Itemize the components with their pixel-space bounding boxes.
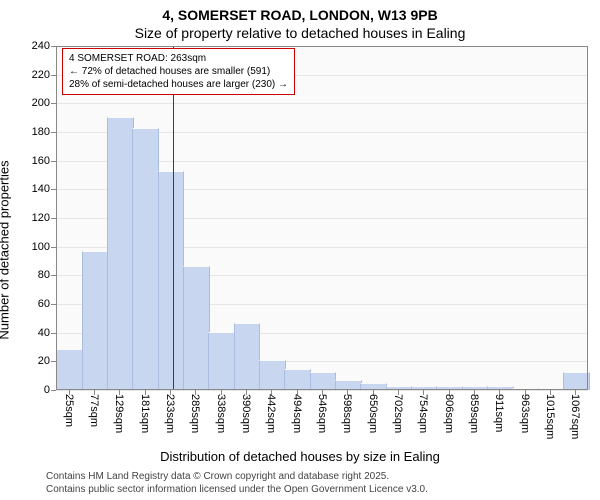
bars-layer	[56, 46, 588, 390]
title-line-2: Size of property relative to detached ho…	[0, 24, 600, 42]
x-tick-label: 494sqm	[291, 394, 303, 433]
histogram-bar	[512, 388, 539, 390]
y-tick-label: 180	[32, 126, 56, 138]
histogram-bar	[82, 251, 109, 390]
y-tick-label: 140	[32, 183, 56, 195]
x-tick-label: 754sqm	[417, 394, 429, 433]
x-tick-label: 25sqm	[63, 394, 75, 427]
y-tick-label: 40	[38, 327, 56, 339]
histogram-bar	[335, 380, 362, 390]
y-tick-label: 120	[32, 212, 56, 224]
x-tick-label: 806sqm	[443, 394, 455, 433]
x-tick-label: 963sqm	[519, 394, 531, 433]
histogram-bar	[107, 117, 134, 390]
histogram-bar	[360, 383, 387, 390]
y-tick-label: 0	[44, 384, 56, 396]
y-tick-label: 80	[38, 269, 56, 281]
histogram-bar	[462, 386, 489, 390]
histogram-bar	[487, 386, 514, 390]
x-tick-label: 285sqm	[189, 394, 201, 433]
histogram-bar	[386, 386, 413, 390]
x-tick-label: 546sqm	[316, 394, 328, 433]
y-tick-label: 100	[32, 241, 56, 253]
x-tick-label: 338sqm	[215, 394, 227, 433]
credits-block: Contains HM Land Registry data © Crown c…	[46, 471, 428, 496]
x-axis-label: Distribution of detached houses by size …	[0, 449, 600, 464]
x-tick-label: 233sqm	[164, 394, 176, 433]
y-axis-label: Number of detached properties	[0, 160, 12, 339]
histogram-bar	[310, 372, 337, 390]
credit-line-2: Contains public sector information licen…	[46, 484, 428, 497]
title-line-1: 4, SOMERSET ROAD, LONDON, W13 9PB	[0, 6, 600, 24]
callout-line-2: ← 72% of detached houses are smaller (59…	[69, 65, 288, 78]
histogram-bar	[132, 128, 159, 390]
x-tick-label: 1015sqm	[544, 394, 556, 439]
histogram-bar	[259, 360, 286, 390]
histogram-bar	[234, 323, 261, 390]
x-tick-label: 77sqm	[88, 394, 100, 427]
histogram-bar	[284, 369, 311, 390]
histogram-bar	[183, 266, 210, 390]
callout-annotation: 4 SOMERSET ROAD: 263sqm ← 72% of detache…	[62, 48, 295, 95]
histogram-bar	[411, 386, 438, 390]
histogram-bar	[436, 386, 463, 390]
histogram-bar	[56, 349, 83, 390]
plot-area: 02040608010012014016018020022024025sqm77…	[56, 46, 588, 390]
x-tick-label: 859sqm	[468, 394, 480, 433]
y-tick-label: 60	[38, 298, 56, 310]
x-tick-label: 650sqm	[367, 394, 379, 433]
histogram-bar	[158, 171, 185, 390]
histogram-bar	[208, 332, 235, 390]
x-tick-label: 390sqm	[240, 394, 252, 433]
chart-container: 4, SOMERSET ROAD, LONDON, W13 9PB Size o…	[0, 0, 600, 500]
credit-line-1: Contains HM Land Registry data © Crown c…	[46, 471, 428, 484]
y-tick-label: 240	[32, 40, 56, 52]
histogram-bar	[563, 372, 590, 390]
x-tick-label: 598sqm	[341, 394, 353, 433]
x-tick-label: 702sqm	[392, 394, 404, 433]
callout-line-3: 28% of semi-detached houses are larger (…	[69, 78, 288, 91]
title-block: 4, SOMERSET ROAD, LONDON, W13 9PB Size o…	[0, 0, 600, 42]
callout-line	[173, 46, 174, 390]
x-tick-label: 442sqm	[265, 394, 277, 433]
x-tick-label: 1067sqm	[569, 394, 581, 439]
x-tick-label: 911sqm	[493, 394, 505, 432]
callout-line-1: 4 SOMERSET ROAD: 263sqm	[69, 52, 288, 65]
histogram-bar	[538, 388, 565, 390]
y-tick-label: 220	[32, 69, 56, 81]
x-tick-label: 129sqm	[113, 394, 125, 433]
y-tick-label: 200	[32, 97, 56, 109]
x-tick-label: 181sqm	[139, 394, 151, 433]
y-tick-label: 20	[38, 355, 56, 367]
y-tick-label: 160	[32, 155, 56, 167]
